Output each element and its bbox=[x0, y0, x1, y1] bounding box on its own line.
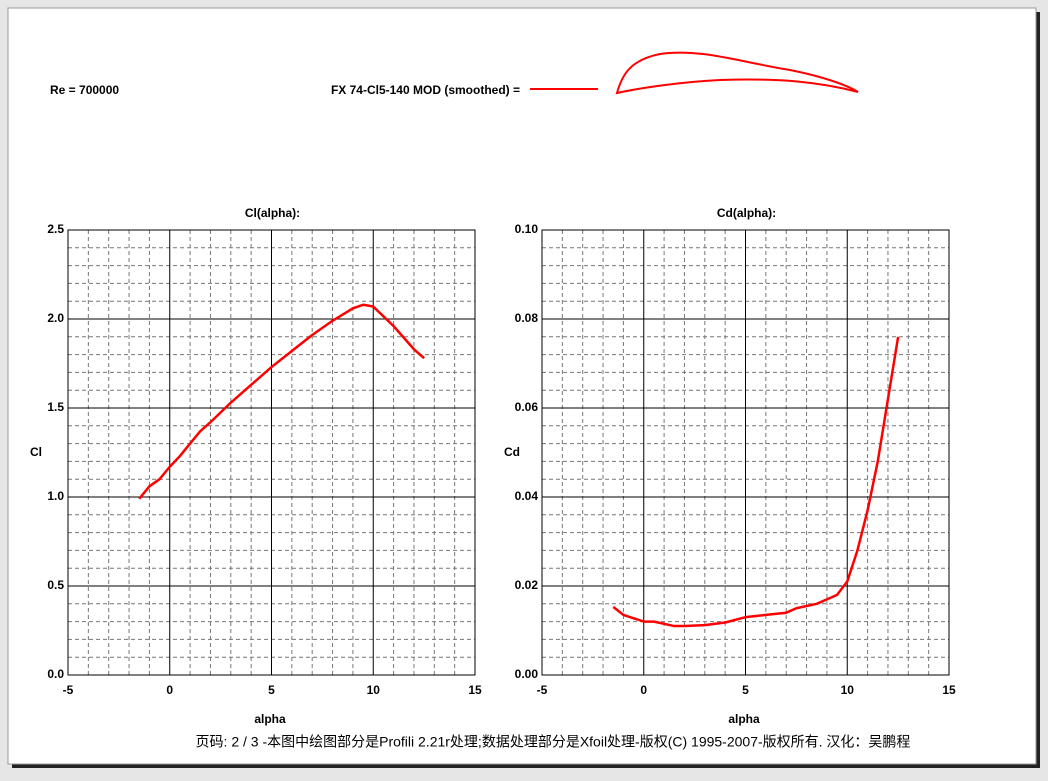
reynolds: Re = 700000 bbox=[50, 83, 119, 97]
x-tick-label: 10 bbox=[367, 683, 381, 697]
x-tick-label: 0 bbox=[640, 683, 647, 697]
airfoil-shape bbox=[615, 51, 859, 95]
y-tick-label: 1.5 bbox=[47, 400, 64, 414]
chart-title: Cd(alpha): bbox=[717, 206, 776, 220]
x-tick-label: 5 bbox=[268, 683, 275, 697]
y-tick-label: 0.5 bbox=[47, 578, 64, 592]
y-tick-label: 2.0 bbox=[47, 311, 64, 325]
x-tick-label: 15 bbox=[942, 683, 956, 697]
x-tick-label: -5 bbox=[537, 683, 548, 697]
x-tick-label: 10 bbox=[841, 683, 855, 697]
y-tick-label: 0.04 bbox=[515, 489, 539, 503]
x-axis-label: alpha bbox=[254, 712, 286, 726]
y-tick-label: 0.0 bbox=[47, 667, 64, 681]
plot-frame bbox=[67, 229, 476, 676]
x-tick-label: -5 bbox=[63, 683, 74, 697]
plot-frame bbox=[541, 229, 950, 676]
airfoil-name: FX 74-Cl5-140 MOD (smoothed) = bbox=[331, 83, 520, 97]
x-axis-label: alpha bbox=[728, 712, 760, 726]
data-line bbox=[138, 303, 425, 500]
y-axis-label: Cd bbox=[504, 445, 520, 459]
y-axis-label: Cl bbox=[30, 445, 42, 459]
y-tick-label: 0.00 bbox=[515, 667, 539, 681]
data-line bbox=[612, 336, 900, 628]
x-tick-label: 0 bbox=[166, 683, 173, 697]
y-tick-label: 0.06 bbox=[515, 400, 539, 414]
y-tick-label: 2.5 bbox=[47, 222, 64, 236]
page-sheet bbox=[7, 7, 1037, 765]
y-tick-label: 0.02 bbox=[515, 578, 539, 592]
footer: 页码: 2 / 3 -本图中绘图部分是Profili 2.21r处理;数据处理部… bbox=[196, 734, 911, 750]
y-tick-label: 1.0 bbox=[47, 489, 64, 503]
y-tick-label: 0.10 bbox=[515, 222, 539, 236]
x-tick-label: 15 bbox=[468, 683, 482, 697]
x-tick-label: 5 bbox=[742, 683, 749, 697]
chart-title: Cl(alpha): bbox=[245, 206, 300, 220]
y-tick-label: 0.08 bbox=[515, 311, 539, 325]
